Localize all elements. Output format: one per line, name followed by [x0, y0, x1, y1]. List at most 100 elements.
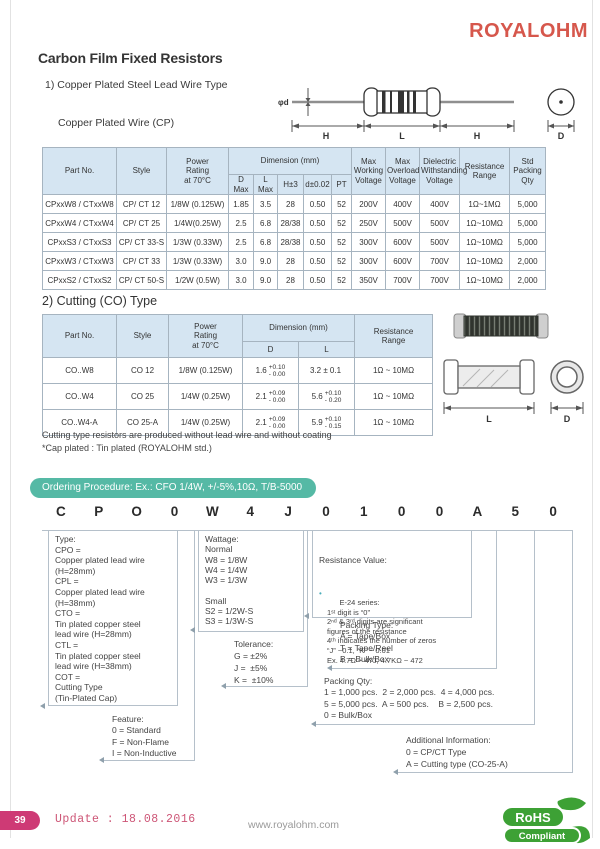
- column-header: Power Rating at 70°C: [166, 147, 229, 195]
- column-header: Dimension (mm): [241, 314, 356, 342]
- code-char: 5: [511, 504, 519, 519]
- table-row: CPxxS3 / CTxxS3 CP/ CT 33-S 1/3W (0.33W) 2.…: [42, 232, 547, 252]
- additional-info-box: Additional Information: 0 = CP/CT Type A…: [406, 735, 508, 769]
- cell: 1Ω~10MΩ: [459, 213, 511, 233]
- cell: 5,000: [509, 232, 547, 252]
- cell: CO..W4-A: [42, 409, 117, 436]
- connector-line: [194, 530, 195, 760]
- connector-line: [332, 668, 497, 669]
- cell: 2.5: [228, 213, 254, 233]
- cell: 3.0: [228, 251, 254, 271]
- table-row: CO..W4-A CO 25-A 1/4W (0.25W) 2.1 +0.09- …: [42, 409, 434, 436]
- cutting-type-images: L D: [443, 313, 584, 424]
- dim-l: L: [399, 131, 405, 141]
- cell: 5.6 +0.10- 0.20: [297, 383, 356, 410]
- cell: CPxxS2 / CTxxS2: [42, 270, 117, 290]
- connector-line: [226, 686, 308, 687]
- resistor-body: [363, 87, 441, 117]
- cell: CP/ CT 50-S: [116, 270, 167, 290]
- footer-update: Update : 18.08.2016: [55, 813, 196, 826]
- cell: 28/38: [277, 213, 304, 233]
- cell: 1Ω~10MΩ: [459, 251, 511, 271]
- note-1: Cutting type resistors are produced with…: [42, 430, 332, 440]
- column-header: Max Working Voltage: [351, 147, 387, 195]
- table-row: CO..W8 CO 12 1/8W (0.125W) 1.6 +0.10- 0.0…: [42, 357, 434, 384]
- column-header: D Max: [228, 174, 254, 195]
- cell: CPxxW3 / CTxxW3: [42, 251, 117, 271]
- column-header: Power Rating at 70°C: [168, 314, 243, 358]
- cell: 6.8: [253, 232, 278, 252]
- ordering-code-row: C P O 0 W 4 J 0 1 0 0 A 5 0: [42, 504, 572, 519]
- ordering-pill: Ordering Procedure: Ex.: CFO 1/4W, +/-5%…: [30, 478, 317, 498]
- connector-line: [534, 530, 535, 724]
- cell: 1Ω~1MΩ: [459, 194, 511, 214]
- wattage-box: Wattage: Normal W8 = 1/8W W4 = 1/4W W3 =…: [198, 530, 304, 632]
- column-header: Dimension (mm): [227, 147, 353, 175]
- column-header: Resistance Range: [459, 147, 511, 195]
- cell: 500V: [419, 232, 461, 252]
- brand-logo: ROYALOHM: [469, 20, 588, 42]
- cell: 250V: [351, 213, 387, 233]
- cell: 1Ω ~ 10MΩ: [354, 409, 434, 436]
- cell: 0.50: [303, 270, 332, 290]
- cell: 28: [277, 270, 304, 290]
- resistance-value-body: E-24 series: 1ˢᵗ digit is “0” 2ⁿᵈ & 3ʳᵈ …: [327, 598, 437, 665]
- compliant-text: Compliant: [519, 831, 566, 842]
- cell: 700V: [419, 251, 461, 271]
- cell: 300V: [351, 251, 387, 271]
- bullet-icon: •: [319, 588, 322, 598]
- cell: CP/ CT 33: [116, 251, 167, 271]
- cell: 400V: [385, 194, 421, 214]
- cell: 350V: [351, 270, 387, 290]
- cell: 3.5: [253, 194, 278, 214]
- page-border-right: [592, 0, 593, 838]
- cell: 1Ω~10MΩ: [459, 270, 511, 290]
- table-row: CPxxS2 / CTxxS2 CP/ CT 50-S 1/2W (0.5W) 3.0…: [42, 270, 547, 290]
- cell: 9.0: [253, 270, 278, 290]
- cell: 600V: [385, 232, 421, 252]
- table-row: CPxxW8 / CTxxW8 CP/ CT 12 1/8W (0.125W) 1.8…: [42, 194, 547, 214]
- code-char: J: [284, 504, 292, 519]
- resistance-value-title: Resistance Value:: [319, 555, 387, 565]
- cell: CP/ CT 12: [116, 194, 167, 214]
- cell: CO..W4: [42, 383, 117, 410]
- rohs-logo: RoHS Compliant: [501, 797, 590, 844]
- cell: 300V: [351, 232, 387, 252]
- cell: CP/ CT 33-S: [116, 232, 167, 252]
- connector-line: [572, 530, 573, 772]
- resistor-photo: [453, 313, 549, 339]
- column-header: Resistance Range: [354, 314, 434, 358]
- column-header: D: [242, 341, 299, 358]
- cell: 1Ω ~ 10MΩ: [354, 383, 434, 410]
- cell: 600V: [385, 251, 421, 271]
- column-header: Style: [116, 147, 167, 195]
- connector-line: [104, 760, 195, 761]
- arrow-left-icon: [304, 613, 309, 619]
- note-2: *Cap plated : Tin plated (ROYALOHM std.): [42, 443, 212, 453]
- footer-website: www.royalohm.com: [248, 819, 340, 831]
- cell: 2.1 +0.09- 0.00: [242, 409, 299, 436]
- cell: 2,000: [509, 251, 547, 271]
- tolerance-box: Tolerance: G = ±2% J = ±5% K = ±10%: [234, 639, 274, 685]
- table-row: CPxxW4 / CTxxW4 CP/ CT 25 1/4W(0.25W) 2.5 6.…: [42, 213, 547, 233]
- color-band: [398, 91, 404, 113]
- dim-h-left: H: [323, 131, 330, 141]
- leaf-icon: [557, 797, 586, 811]
- cell: CPxxW4 / CTxxW4: [42, 213, 117, 233]
- cell: 1/3W (0.33W): [166, 251, 229, 271]
- cell: 500V: [385, 213, 421, 233]
- column-header: Std Packing Qty: [509, 147, 547, 195]
- type-box: Type: CPO = Copper plated lead wire (H=2…: [48, 530, 178, 706]
- code-char: C: [56, 504, 66, 519]
- code-char: 0: [397, 504, 406, 519]
- dim-d: D: [558, 131, 565, 141]
- cell: 9.0: [253, 251, 278, 271]
- cell: 1/4W (0.25W): [168, 383, 243, 410]
- cell: 1/2W (0.5W): [166, 270, 229, 290]
- code-char: 0: [170, 504, 179, 519]
- cp-ct-table: Part No. Style Power Rating at 70°C Dime…: [42, 147, 547, 290]
- cell: 5,000: [509, 213, 547, 233]
- arrow-left-icon: [393, 769, 398, 775]
- cell: 1/4W (0.25W): [168, 409, 243, 436]
